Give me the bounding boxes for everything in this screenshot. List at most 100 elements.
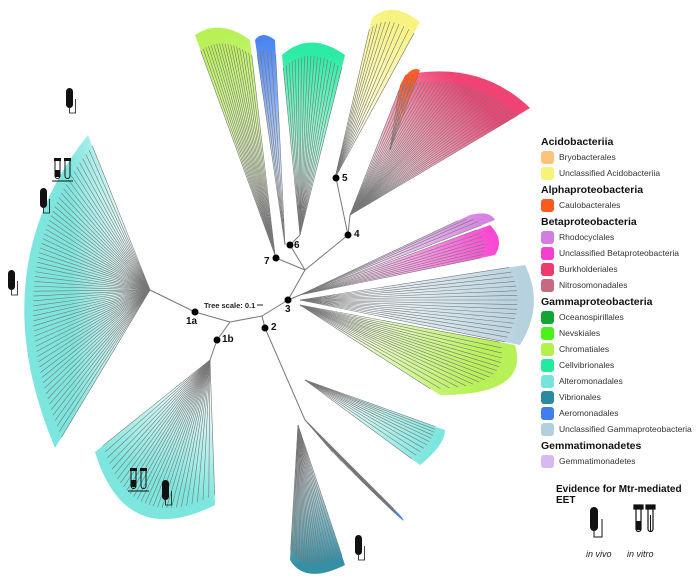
leaf-branch	[221, 43, 256, 176]
leaf-branch	[52, 336, 114, 416]
leaf-branch	[362, 335, 467, 387]
leaf-branch	[33, 299, 107, 317]
leaf-branch	[33, 297, 107, 312]
leaf-branch	[117, 404, 176, 479]
leaf-branch	[300, 476, 307, 563]
leaf-branch	[65, 184, 119, 251]
leaf-branch	[381, 290, 517, 297]
inner-branch	[299, 304, 376, 320]
leaf-branch	[398, 74, 414, 122]
legend-group-title: Betaproteobacteria	[541, 216, 637, 228]
node-marker	[272, 254, 280, 262]
leaf-branch	[308, 476, 327, 562]
leaf-branch	[73, 171, 122, 246]
node-label-1b: 1b	[222, 334, 234, 345]
leaf-branch	[47, 330, 112, 400]
inner-branch	[114, 289, 151, 340]
leaf-branch	[200, 50, 248, 179]
leaf-branch	[365, 219, 474, 267]
leaf-branch	[61, 345, 118, 438]
tree-scale-label: Tree scale: 0.1	[204, 301, 256, 310]
leaf-branch	[380, 81, 433, 165]
leaf-branch	[380, 276, 514, 292]
legend-item: Rhodocyclales	[541, 229, 700, 245]
leaf-branch	[191, 414, 204, 505]
test-tubes-icon	[128, 468, 149, 492]
legend: Acidobacteriia Bryobacterales Unclassified…	[541, 133, 700, 469]
leaf-branch	[315, 432, 334, 453]
evidence-title: Evidence for Mtr-mediated EET	[556, 484, 682, 506]
inner-branch	[297, 424, 315, 475]
leaf-branch	[315, 67, 343, 173]
leaf-branch	[38, 257, 109, 279]
leaf-branch	[294, 474, 298, 557]
inner-branch	[204, 359, 211, 414]
leaf-branch	[360, 26, 405, 122]
inner-branch	[108, 275, 151, 291]
test-tubes-icon	[633, 504, 656, 533]
leaf-branch	[364, 32, 415, 124]
leaf-branch	[291, 61, 298, 170]
leaf-branch	[303, 55, 312, 168]
inner-branch	[106, 289, 151, 304]
clade-wedge-alteromonadales-bottom	[305, 380, 445, 465]
inner-branch	[170, 359, 211, 395]
leaf-branch	[45, 328, 112, 394]
inner-branch	[299, 304, 376, 322]
inner-branch	[299, 299, 380, 311]
leaf-branch	[233, 45, 260, 177]
leaf-branch	[396, 76, 409, 123]
leaf-branch	[219, 43, 255, 176]
capsule-electrode-icon	[355, 535, 365, 561]
leaf-branch	[346, 408, 417, 456]
leaf-branch	[48, 219, 113, 264]
leaf-branch	[33, 285, 107, 289]
leaf-branch	[285, 65, 296, 172]
leaf-branch	[381, 304, 517, 315]
leaf-branch	[245, 50, 265, 179]
leaf-branch	[381, 301, 518, 305]
legend-label: Burkholderiales	[559, 264, 618, 274]
leaf-branch	[367, 233, 480, 273]
node-marker	[213, 336, 221, 344]
inner-branch	[172, 359, 211, 400]
leaf-branch	[379, 81, 430, 165]
leaf-branch	[104, 394, 171, 453]
leaf-branch	[140, 413, 185, 502]
leaf-branch	[311, 61, 332, 170]
legend-swatch	[541, 358, 554, 372]
leaf-branch	[294, 59, 299, 169]
leaf-branch	[364, 334, 474, 385]
leaf-branch	[304, 477, 316, 564]
leaf-branch	[385, 81, 445, 166]
clade-wedge-burkholderiales	[350, 71, 530, 215]
leaf-branch	[306, 56, 318, 168]
leaf-branch	[357, 22, 395, 120]
leaf-branch	[34, 276, 107, 286]
legend-swatch	[541, 390, 554, 404]
leaf-branch	[314, 65, 339, 172]
leaf-branch	[35, 310, 108, 347]
leaf-branch	[381, 303, 517, 310]
legend-item: Unclassified Gammaproteobacteria	[541, 421, 700, 437]
leaf-branch	[383, 81, 441, 165]
leaf-branch	[296, 474, 298, 558]
legend-label: Oceanospirillales	[559, 312, 624, 322]
legend-label: Aeromonadales	[559, 408, 619, 418]
leaf-branch	[375, 320, 502, 349]
leaf-branch	[56, 340, 116, 427]
leaf-branch	[381, 295, 518, 299]
legend-group-title: Gammaproteobacteria	[541, 296, 653, 308]
leaf-branch	[239, 47, 262, 178]
leaf-branch	[369, 240, 484, 275]
backbone-branch	[275, 257, 306, 271]
leaf-branch	[379, 310, 512, 329]
leaf-branch	[301, 56, 305, 168]
leaf-branch	[382, 81, 437, 165]
leaf-branch	[306, 476, 321, 563]
leaf-branch	[368, 236, 483, 274]
inner-branch	[105, 289, 151, 301]
leaf-branch	[56, 201, 116, 258]
leaf-branch	[109, 398, 173, 464]
